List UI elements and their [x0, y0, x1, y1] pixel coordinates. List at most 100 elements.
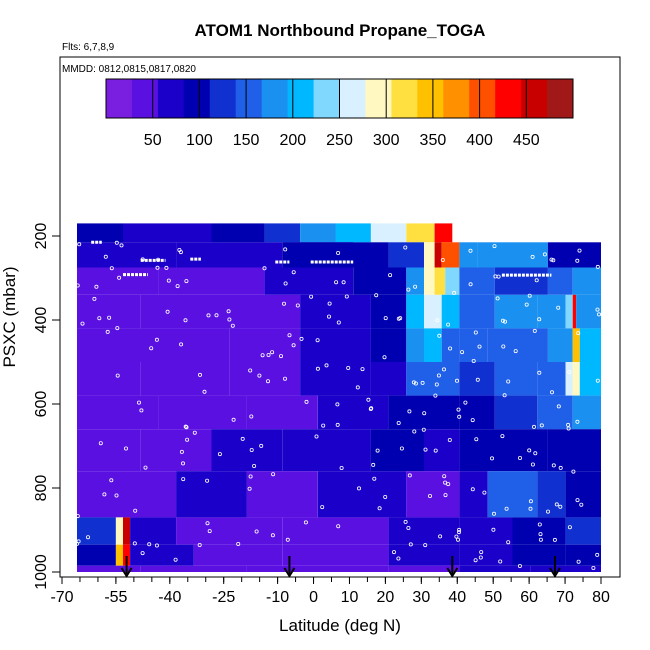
sample-point: [335, 402, 340, 407]
sample-point: [327, 301, 332, 306]
heatmap-bin: [282, 429, 371, 472]
sample-point: [433, 393, 438, 398]
sample-point: [556, 404, 561, 409]
x-tick-label: 60: [520, 589, 538, 606]
heatmap-bin: [246, 471, 318, 518]
sample-point: [506, 379, 511, 384]
heatmap-bin: [434, 223, 453, 243]
heatmap-bin: [282, 517, 389, 545]
sample-point: [374, 293, 379, 298]
sample-point: [534, 278, 539, 283]
sample-point: [230, 323, 235, 328]
sample-point: [265, 379, 270, 384]
heatmap-bin: [176, 517, 283, 545]
sample-point: [549, 257, 554, 262]
y-tick-label: 1000: [33, 554, 50, 590]
sample-point: [448, 346, 453, 351]
heatmap-bin: [246, 565, 389, 572]
heatmap-bin: [140, 565, 247, 572]
heatmap-bin: [459, 267, 495, 295]
sample-point: [433, 448, 438, 453]
sample-point: [533, 451, 538, 456]
sample-point: [556, 305, 561, 310]
sample-point: [291, 270, 296, 275]
heatmap-bin: [565, 544, 601, 566]
heatmap-bin: [158, 395, 247, 430]
heatmap-bin: [572, 362, 580, 396]
heatmap-bin: [572, 395, 601, 430]
sample-point: [133, 508, 138, 513]
sample-point: [320, 505, 325, 510]
sample-point: [207, 529, 212, 534]
sample-point: [249, 447, 254, 452]
sample-point: [94, 284, 99, 289]
y-tick-label: 400: [33, 307, 50, 334]
colorbar-swatch: [547, 79, 574, 118]
heatmap-bin: [77, 328, 123, 362]
sample-point: [147, 542, 152, 547]
heatmap-bin: [547, 328, 573, 362]
heatmap-bin: [77, 294, 141, 329]
heatmap-bin: [140, 362, 230, 396]
sample-point: [249, 414, 254, 419]
heatmap-bin: [441, 294, 460, 329]
sample-point: [139, 408, 144, 413]
sample-point: [270, 533, 275, 538]
heatmap-bin: [424, 267, 435, 295]
sample-point: [558, 465, 563, 470]
sample-point: [406, 526, 411, 531]
heatmap-bin: [537, 294, 566, 329]
heatmap-bin: [424, 294, 442, 329]
heatmap-bin: [370, 294, 407, 329]
heatmap-bin: [565, 362, 573, 396]
sample-point: [97, 316, 102, 321]
sample-point: [530, 254, 535, 259]
y-axis-label: PSXC (mbar): [0, 266, 19, 367]
sample-point: [236, 542, 241, 547]
heatmap-bin: [572, 267, 601, 295]
sample-point: [183, 424, 188, 429]
sample-point: [482, 490, 487, 495]
sample-point: [339, 465, 344, 470]
flights-label: Flts: 6,7,8,9: [62, 42, 115, 53]
sample-point: [360, 367, 365, 372]
sample-point: [303, 520, 308, 525]
sample-point: [495, 296, 500, 301]
colorbar-swatch: [183, 79, 211, 118]
colorbar-swatch: [209, 79, 237, 118]
sample-point: [259, 443, 264, 448]
heatmap-bin: [176, 471, 247, 518]
heatmap-bin: [370, 362, 407, 396]
heatmap-bin: [353, 267, 407, 295]
sample-point: [391, 550, 396, 555]
sample-point: [371, 462, 376, 467]
heatmap-bin: [424, 362, 460, 396]
sample-point: [326, 314, 331, 319]
heatmap-bin: [123, 544, 131, 566]
sample-point: [513, 349, 518, 354]
x-tick-label: 20: [377, 589, 395, 606]
sample-point: [443, 493, 448, 498]
sample-point: [438, 534, 443, 539]
heatmap-bin: [459, 544, 513, 566]
heatmap-bin: [370, 223, 407, 243]
sample-point: [502, 319, 507, 324]
sample-point: [440, 257, 445, 262]
heatmap-bin: [211, 223, 265, 243]
colorbar-tick-label: 50: [144, 132, 162, 149]
colorbar-swatch: [521, 79, 548, 118]
colorbar: 50 100 150 200 250 300 350 400 450: [105, 78, 574, 149]
colorbar-tick-label: 250: [326, 132, 353, 149]
sample-point: [185, 437, 190, 442]
heatmap-bin: [512, 544, 566, 566]
sample-point: [314, 434, 319, 439]
sample-point: [471, 358, 476, 363]
heatmap-bin: [123, 517, 131, 545]
sample-point: [412, 429, 417, 434]
sample-point: [498, 559, 503, 564]
sample-point: [109, 266, 114, 271]
colorbar-swatch: [157, 79, 185, 118]
sample-point: [252, 463, 257, 468]
sample-point: [528, 506, 533, 511]
sample-point: [76, 539, 81, 544]
